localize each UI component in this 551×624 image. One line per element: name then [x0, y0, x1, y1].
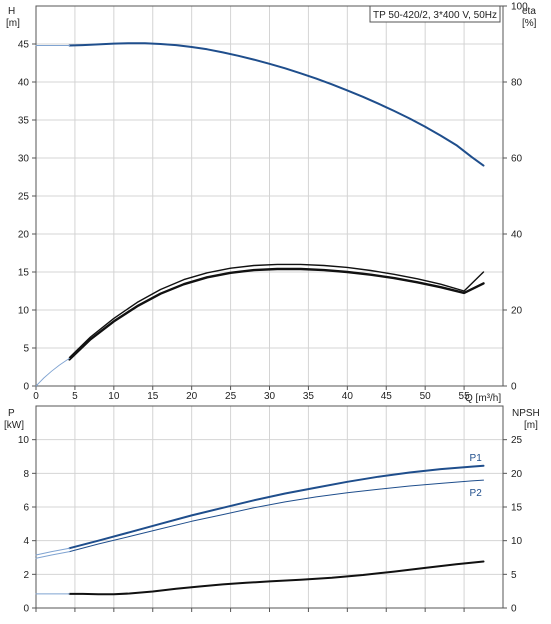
top-series-line — [68, 42, 485, 167]
axes-layer — [32, 5, 507, 612]
x-tick-label: 55 — [459, 391, 471, 402]
bottom-series-p2 — [69, 479, 484, 553]
bottom-right-axis-label-1: NPSH — [512, 408, 540, 419]
top-right-tick-label: 60 — [511, 154, 523, 165]
top-left-axis-label-1: H — [8, 6, 15, 17]
top-series-line — [68, 263, 485, 359]
top-left-axis-label-2: [m] — [6, 18, 20, 29]
top-right-tick-label: 20 — [511, 306, 523, 317]
top-plot-frame — [35, 5, 504, 387]
bottom-series-line — [35, 547, 70, 556]
bottom-left-axis-label-2: [kW] — [4, 420, 24, 431]
bottom-right-tick-label: 25 — [511, 435, 523, 446]
grid-layer — [36, 6, 504, 608]
top-left-tick-label: 40 — [18, 78, 30, 89]
bottom-left-tick-label: 10 — [18, 435, 30, 446]
x-tick-label: 40 — [342, 391, 354, 402]
bottom-right-tick-label: 5 — [511, 570, 517, 581]
x-tick-label: 5 — [72, 391, 78, 402]
bottom-series-label-p1: P1 — [470, 453, 483, 464]
bottom-plot-frame — [35, 405, 504, 609]
text-layer: H [m] eta [%] Q [m³/h] P [kW] NPSH [m] 0… — [4, 2, 540, 615]
bottom-right-axis-label-2: [m] — [524, 420, 538, 431]
bottom-left-axis-label-1: P — [8, 408, 15, 419]
x-tick-label: 15 — [147, 391, 159, 402]
top-right-tick-label: 100 — [511, 2, 528, 13]
x-tick-label: 20 — [186, 391, 198, 402]
x-tick-label: 0 — [33, 391, 39, 402]
top-left-tick-label: 10 — [18, 306, 30, 317]
bottom-right-tick-label: 0 — [511, 604, 517, 615]
top-left-tick-label: 30 — [18, 154, 30, 165]
x-tick-label: 10 — [108, 391, 120, 402]
top-right-axis-label-1: eta — [522, 6, 536, 17]
x-tick-label: 45 — [381, 391, 393, 402]
top-left-tick-label: 20 — [18, 230, 30, 241]
bottom-right-tick-label: 20 — [511, 469, 523, 480]
top-left-tick-label: 5 — [23, 344, 29, 355]
bottom-left-tick-label: 2 — [23, 570, 29, 581]
top-series-line — [35, 357, 70, 387]
top-left-tick-label: 0 — [23, 382, 29, 393]
title-layer: TP 50-420/2, 3*400 V, 50Hz — [369, 5, 501, 23]
bottom-right-tick-label: 10 — [511, 536, 523, 547]
x-tick-label: 25 — [225, 391, 237, 402]
top-series-line — [68, 267, 485, 361]
x-tick-label: 30 — [264, 391, 276, 402]
top-left-tick-label: 25 — [18, 192, 30, 203]
top-right-tick-label: 0 — [511, 382, 517, 393]
bottom-left-tick-label: 8 — [23, 469, 29, 480]
bottom-series-line — [35, 551, 70, 559]
bottom-left-tick-label: 4 — [23, 536, 29, 547]
bottom-left-tick-label: 0 — [23, 604, 29, 615]
x-axis-label: Q [m³/h] — [465, 393, 501, 404]
top-left-tick-label: 45 — [18, 40, 30, 51]
bottom-left-tick-label: 6 — [23, 503, 29, 514]
bottom-series-line — [68, 560, 485, 596]
top-right-axis-label-2: [%] — [522, 18, 537, 29]
top-right-tick-label: 80 — [511, 78, 523, 89]
chart-title-box — [369, 5, 501, 23]
chart-title: TP 50-420/2, 3*400 V, 50Hz — [373, 10, 497, 21]
top-left-tick-label: 35 — [18, 116, 30, 127]
x-tick-label: 50 — [420, 391, 432, 402]
bottom-series-label-p2: P2 — [470, 488, 483, 499]
bottom-series-p1 — [68, 464, 485, 550]
top-right-tick-label: 40 — [511, 230, 523, 241]
bottom-right-tick-label: 15 — [511, 503, 523, 514]
top-left-tick-label: 15 — [18, 268, 30, 279]
series-layer — [35, 42, 485, 596]
x-tick-label: 35 — [303, 391, 315, 402]
